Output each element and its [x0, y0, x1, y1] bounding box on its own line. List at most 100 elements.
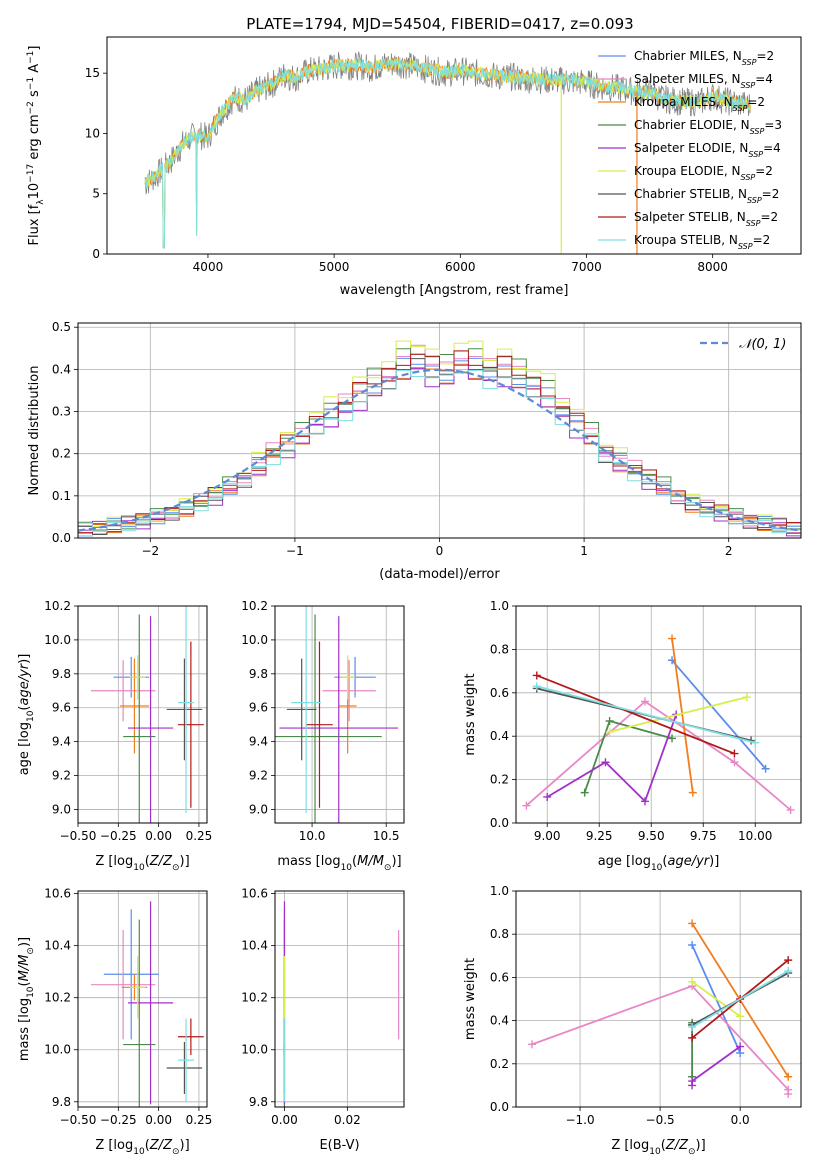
x-tick-label: 1: [580, 544, 588, 558]
errorbar-kroupa-elodie: [129, 655, 146, 700]
x-tick-label: 0.00: [145, 829, 172, 843]
y-tick-label: 0.8: [490, 927, 509, 941]
y-tick-label: 10.2: [241, 599, 268, 613]
histogram-plot: [78, 340, 801, 537]
y-tick-label: 0.6: [490, 970, 509, 984]
errorbar-salpeter-stelib: [177, 641, 204, 808]
y-tick-label: 0.3: [52, 405, 71, 419]
point-marker: [736, 1042, 745, 1051]
y-tick-label: 0.8: [490, 642, 509, 656]
y-tick-label: 10.2: [241, 991, 268, 1005]
point-marker: [605, 717, 614, 726]
point-marker: [688, 1033, 697, 1042]
axes-frame: [274, 890, 405, 1108]
point-marker: [688, 977, 697, 986]
axes-frame: [515, 605, 802, 824]
panel-age-vs-mass: 10.0 10.5 9.0 9.2 9.4 9.6 9.8 10.0 10.2 mass [log…: [241, 599, 405, 873]
panel-age-vs-Z: −0.50 −0.25 0.00 0.25 9.0 9.2 9.4 9.6 9.8 10.0 10.…: [17, 599, 212, 873]
y-tick-label: 10.2: [44, 991, 71, 1005]
x-tick-label: −0.50: [60, 829, 97, 843]
x-axis-label: (data-model)/error: [379, 567, 500, 582]
y-axis-label: mass weight: [463, 673, 478, 755]
x-axis-label: Z [log10(Z/Z⊙)]: [611, 1138, 705, 1157]
x-tick-label: 10.5: [373, 829, 400, 843]
figure-title: PLATE=1794, MJD=54504, FIBERID=0417, z=0…: [246, 15, 633, 33]
series-kroupa-elodie: [605, 693, 751, 736]
errorbar-salpeter-stelib: [306, 641, 333, 808]
panel-mass-vs-EBV: 0.00 0.02 9.8 10.0 10.2 10.4 10.6 E(B-V): [241, 887, 405, 1153]
y-tick-label: 0.2: [52, 447, 71, 461]
y-tick-label: 0.0: [490, 816, 509, 830]
y-tick-label: 9.8: [52, 1095, 71, 1109]
y-tick-label: 0.2: [490, 1057, 509, 1071]
errorbar-kroupa-stelib: [177, 1018, 195, 1102]
point-marker: [784, 956, 793, 965]
errorbar-chabrier-stelib: [286, 658, 317, 761]
y-axis-label: mass weight: [463, 958, 478, 1040]
x-axis-label: age [log10(age/yr)]: [598, 854, 720, 873]
x-tick-label: 9.25: [586, 829, 613, 843]
series-line: [609, 696, 748, 733]
series-kroupa-stelib: [532, 682, 760, 747]
x-axis-label: mass [log10(M/M⊙)]: [277, 854, 401, 873]
y-tick-label: 9.4: [249, 735, 268, 749]
point-marker: [522, 801, 531, 810]
errorbar-chabrier-stelib: [166, 1041, 203, 1094]
point-marker: [751, 738, 760, 747]
hist-step-kroupa-stelib: [78, 369, 801, 534]
y-tick-label: 0.0: [490, 1100, 509, 1114]
x-axis-label: Z [log10(Z/Z⊙)]: [95, 1138, 189, 1157]
legend: 𝒩(0, 1): [700, 337, 786, 352]
x-tick-label: −1.0: [565, 1113, 594, 1127]
x-tick-label: 0.02: [334, 1113, 361, 1127]
x-tick-label: 9.50: [638, 829, 665, 843]
mass-weight-vs-age-plot: [522, 634, 795, 814]
x-tick-label: −2: [141, 544, 159, 558]
legend-label: Kroupa ELODIE, NSSP=2: [634, 164, 773, 182]
mass-vs-EBV-plot: [283, 901, 400, 1107]
series-line: [671, 638, 694, 793]
errorbar-chabrier-elodie: [275, 614, 382, 823]
point-marker: [786, 805, 795, 814]
point-marker: [605, 727, 614, 736]
errorbar-salpeter-stelib: [177, 1018, 204, 1055]
y-tick-label: 0.4: [490, 1014, 509, 1028]
point-marker: [688, 941, 697, 949]
point-marker: [688, 1077, 697, 1086]
spectrum-plot: [144, 51, 751, 254]
errorbar-kroupa-miles: [119, 658, 149, 754]
y-tick-label: 10.0: [241, 633, 268, 647]
legend-label: 𝒩(0, 1): [739, 337, 786, 352]
x-tick-label: −0.50: [60, 1113, 97, 1127]
errorbar-salpeter-miles: [322, 660, 376, 722]
series-line: [525, 700, 792, 811]
series-line: [671, 659, 767, 770]
errorbar-salpeter-elodie: [127, 901, 174, 1105]
errorbar-kroupa-stelib: [177, 606, 195, 813]
x-tick-label: 9.75: [690, 829, 717, 843]
legend: Chabrier MILES, NSSP=2 Salpeter MILES, NS…: [598, 49, 782, 251]
point-marker: [640, 697, 649, 706]
y-tick-label: 9.2: [52, 769, 71, 783]
x-tick-label: −0.5: [646, 1113, 675, 1127]
axes-frame: [106, 36, 802, 255]
point-marker: [784, 966, 793, 975]
series-line: [536, 674, 735, 755]
errorbar-salpeter-elodie: [279, 616, 399, 823]
point-marker: [532, 671, 541, 680]
point-marker: [640, 797, 649, 806]
point-marker: [580, 788, 589, 797]
errorbar-salpeter-miles: [90, 660, 156, 722]
series-kroupa-elodie: [688, 977, 745, 1021]
point-marker: [668, 734, 677, 743]
errorbar-salpeter-miles: [90, 930, 156, 1040]
y-tick-label: 10.4: [241, 939, 268, 953]
x-tick-label: −1: [286, 544, 304, 558]
x-tick-label: 0: [436, 544, 444, 558]
hist-step-salpeter-stelib: [78, 350, 801, 534]
y-tick-label: 9.6: [52, 701, 71, 715]
point-marker: [761, 764, 770, 773]
y-tick-label: 0.5: [52, 320, 71, 334]
point-marker: [532, 682, 541, 691]
